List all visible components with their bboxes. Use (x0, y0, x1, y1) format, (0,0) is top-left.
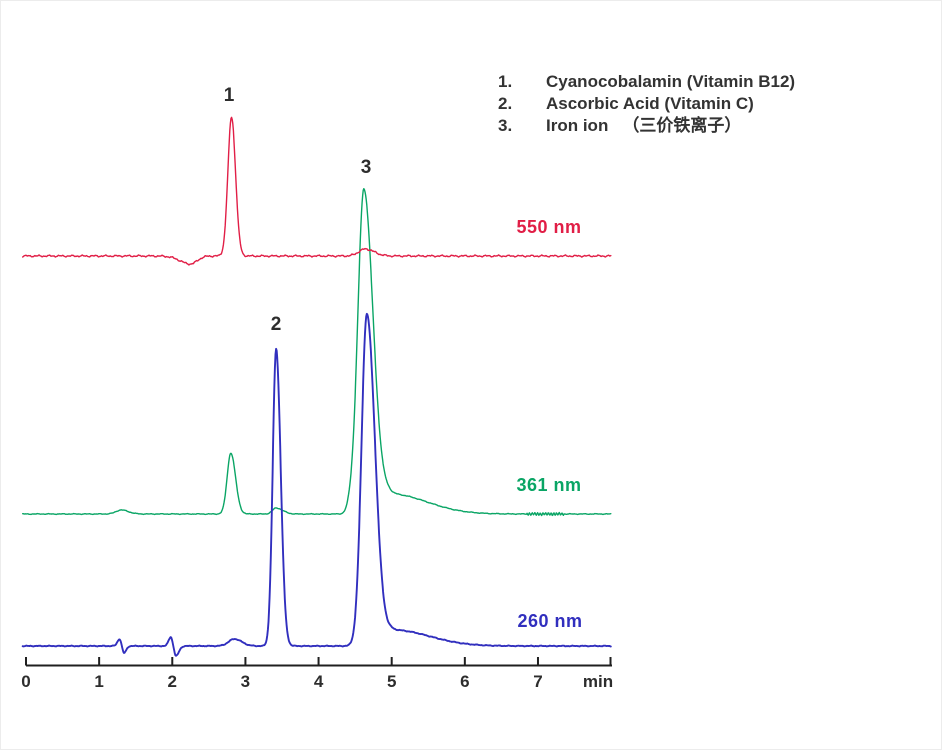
trace-260nm (21, 312, 612, 657)
x-tick-label: 3 (240, 672, 251, 691)
x-tick-label: 6 (460, 672, 470, 691)
x-tick-label: 7 (533, 672, 543, 691)
x-tick-label: 1 (94, 672, 104, 691)
legend-item-number: 1. (498, 72, 513, 91)
x-tick-label: 0 (21, 672, 31, 691)
legend-item-label: Iron ion (546, 116, 609, 135)
peak-legend: 1. Cyanocobalamin (Vitamin B12) 2. Ascor… (498, 73, 809, 135)
legend-item-number: 2. (498, 94, 513, 113)
wavelength-label-260nm: 260 nm (517, 611, 583, 631)
peak-number-label-3: 3 (360, 157, 372, 178)
legend-item-number: 3. (498, 116, 513, 135)
legend-item: 3. Iron ion （三价铁离子） (498, 117, 809, 135)
wavelength-label-361nm: 361 nm (516, 475, 582, 495)
x-tick-label: 4 (313, 672, 324, 691)
wavelength-label-550nm: 550 nm (516, 217, 582, 237)
trace-550nm (22, 116, 612, 266)
legend-item-label: Cyanocobalamin (Vitamin B12) (546, 72, 796, 91)
legend-item: 2. Ascorbic Acid (Vitamin C) (498, 95, 809, 113)
legend-item-label-zh: （三价铁离子） (622, 116, 742, 135)
trace-361nm (22, 188, 612, 517)
x-tick-label: 2 (167, 672, 177, 691)
legend-item-label: Ascorbic Acid (Vitamin C) (546, 94, 754, 113)
peak-number-label-2: 2 (270, 314, 282, 335)
peak-number-label-1: 1 (223, 85, 235, 106)
x-axis-unit: min (582, 672, 614, 691)
legend-item: 1. Cyanocobalamin (Vitamin B12) (498, 73, 809, 91)
x-tick-label: 5 (386, 672, 397, 691)
